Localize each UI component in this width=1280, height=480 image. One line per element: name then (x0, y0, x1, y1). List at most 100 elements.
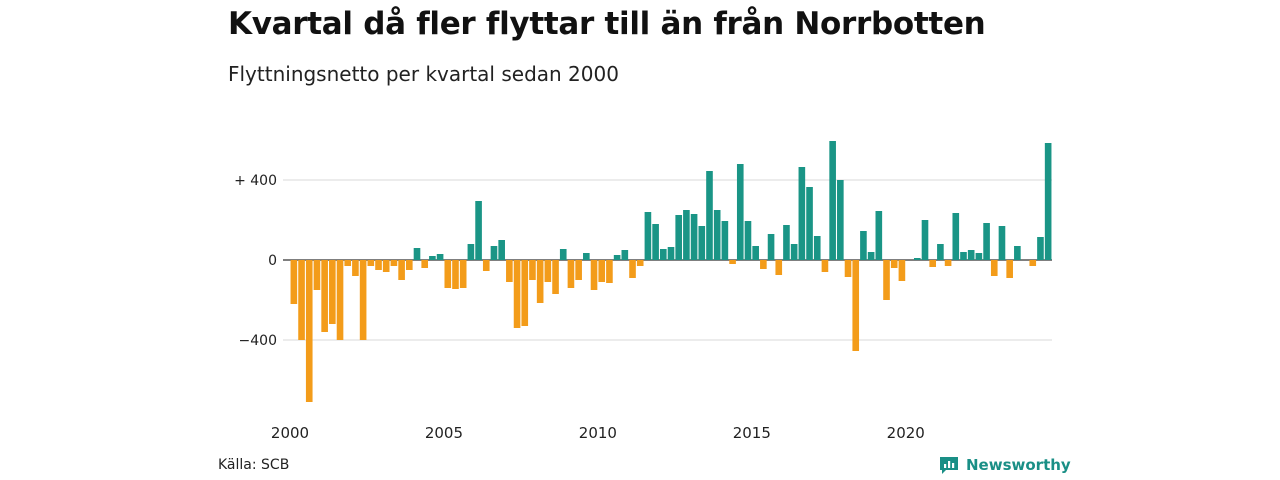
bar (1029, 260, 1037, 266)
bar (783, 225, 790, 260)
bar (1044, 143, 1052, 260)
bar (498, 240, 505, 260)
bar (482, 260, 490, 271)
bar (513, 260, 521, 328)
bar (713, 210, 721, 260)
bar (298, 260, 305, 340)
bar (875, 211, 883, 260)
bar (290, 260, 298, 304)
bar (405, 260, 413, 270)
bar (344, 260, 352, 266)
bar (729, 260, 736, 264)
bar (721, 221, 729, 260)
bar (467, 244, 475, 260)
y-tick-label: −400 (239, 333, 277, 349)
source-label: Källa: SCB (218, 457, 290, 473)
bar (390, 260, 398, 266)
bar (967, 250, 975, 260)
bar (613, 255, 621, 260)
x-tick-label: 2020 (887, 424, 925, 442)
bar (983, 223, 990, 260)
bar (667, 247, 675, 260)
bar (998, 226, 1006, 260)
bar (313, 260, 321, 290)
bars (290, 141, 1052, 402)
bar (690, 214, 698, 260)
bar (975, 253, 983, 260)
y-tick-label: 0 (268, 253, 277, 269)
bar (760, 260, 767, 269)
bar (529, 260, 536, 280)
bar (459, 260, 467, 288)
y-tick-label: + 400 (234, 173, 277, 189)
bar (960, 252, 967, 260)
bar (990, 260, 998, 276)
bar (382, 260, 390, 272)
y-axis-labels: + 400 0 −400 (234, 173, 277, 349)
bar (806, 187, 813, 260)
bar (921, 220, 929, 260)
bar (944, 260, 952, 266)
bar (421, 260, 429, 268)
bar (521, 260, 529, 326)
bar (929, 260, 937, 267)
bar (821, 260, 829, 272)
bar (636, 260, 644, 266)
bar (829, 141, 836, 260)
x-tick-label: 2005 (425, 424, 463, 442)
bar (659, 249, 667, 260)
bar (606, 260, 613, 283)
bar (359, 260, 367, 340)
bar (444, 260, 452, 288)
bar (890, 260, 898, 268)
bar (336, 260, 344, 340)
bar (790, 244, 798, 260)
bar (1037, 237, 1044, 260)
bar (867, 252, 875, 260)
bar (452, 260, 459, 289)
bar (837, 180, 844, 260)
bar (652, 224, 659, 260)
bar (621, 250, 629, 260)
bar (583, 253, 590, 260)
bar (913, 258, 921, 260)
bar (798, 167, 806, 260)
bar (506, 260, 513, 282)
bar (429, 256, 436, 260)
x-tick-label: 2010 (579, 424, 617, 442)
bar (744, 221, 752, 260)
bar (321, 260, 328, 332)
bar (752, 246, 759, 260)
bar (767, 234, 775, 260)
bar (413, 248, 421, 260)
x-axis-labels: 2000 2005 2010 2015 2020 (271, 424, 925, 442)
bar (683, 210, 690, 260)
bar (1006, 260, 1013, 278)
bar (352, 260, 359, 276)
bar (544, 260, 552, 282)
bar (898, 260, 906, 281)
bar (860, 231, 867, 260)
bar (813, 236, 821, 260)
bar (1014, 246, 1021, 260)
bar (736, 164, 744, 260)
bar (775, 260, 783, 275)
bar (329, 260, 336, 324)
bar (883, 260, 890, 300)
bar (590, 260, 598, 290)
chart-subtitle: Flyttningsnetto per kvartal sedan 2000 (228, 62, 619, 86)
x-tick-label: 2000 (271, 424, 309, 442)
bar (436, 254, 444, 260)
bar (475, 201, 482, 260)
bar (644, 212, 652, 260)
bar (629, 260, 636, 278)
bar (398, 260, 405, 280)
bar (598, 260, 606, 282)
bar (367, 260, 375, 266)
bar (305, 260, 313, 402)
newsworthy-logo: Newsworthy (938, 455, 1071, 475)
bar (952, 213, 960, 260)
bar (552, 260, 559, 294)
bar (675, 215, 683, 260)
